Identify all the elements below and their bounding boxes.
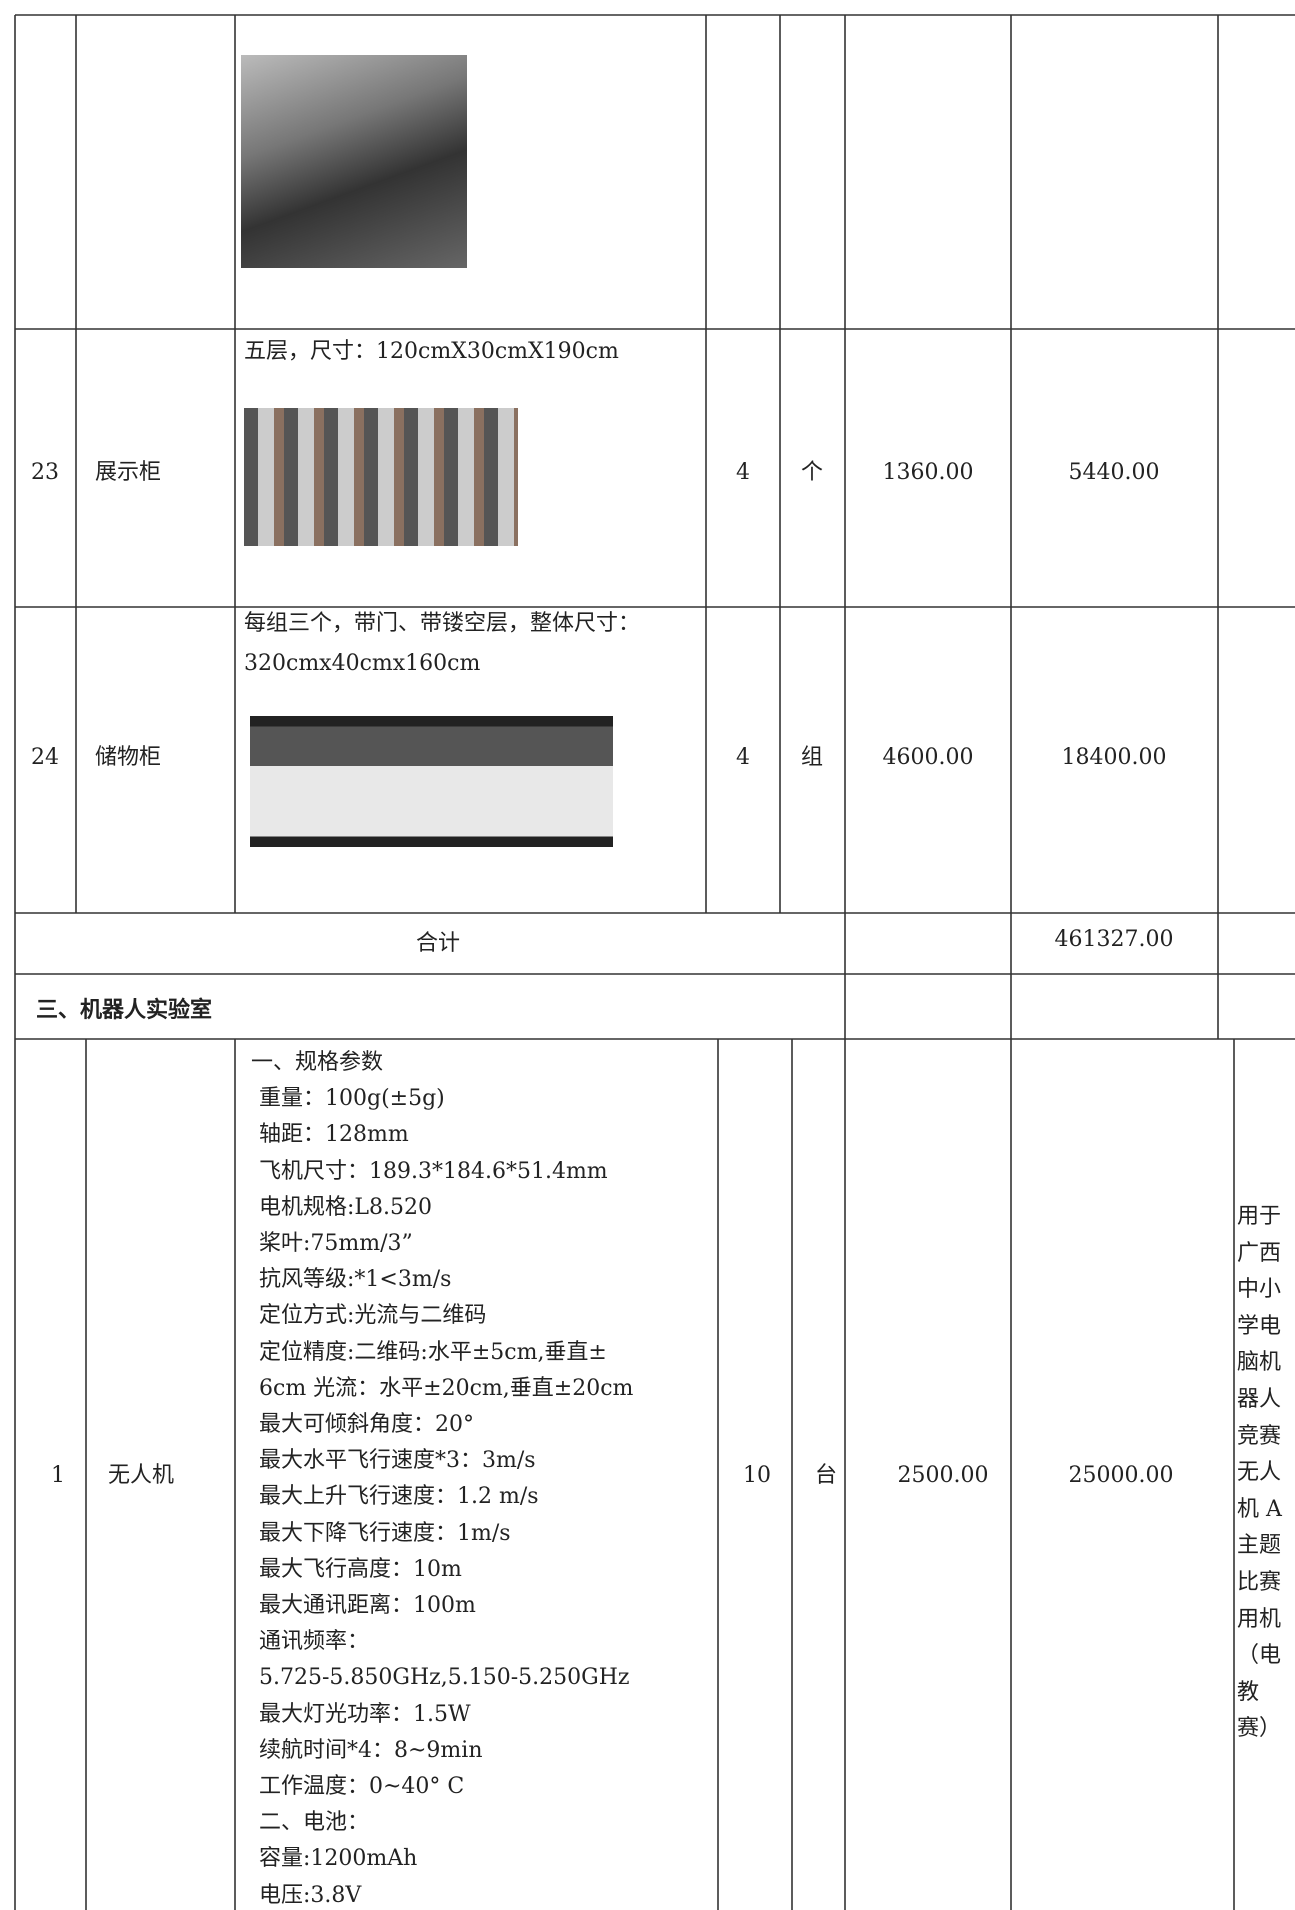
section-heading: 三、机器人实验室 [36, 998, 213, 1023]
note-line: 脑机 [1237, 1350, 1282, 1376]
spec-line: 工作温度：0~40° C [259, 1774, 465, 1799]
spec-line: 桨叶:75mm/3” [259, 1231, 413, 1256]
note-line: 机 A [1237, 1496, 1282, 1522]
spec-line: 轴距：128mm [259, 1122, 409, 1148]
spec-line: 续航时间*4：8~9min [259, 1737, 483, 1763]
spec-line: 五层，尺寸：120cmX30cmX190cm [244, 339, 619, 364]
spec-line: 容量:1200mAh [259, 1846, 418, 1872]
spec-line: 最大上升飞行速度：1.2 m/s [259, 1484, 539, 1510]
desk-photo [241, 55, 467, 268]
quantity: 10 [743, 1463, 771, 1488]
spec-line: 定位精度:二维码:水平±5cm,垂直± [259, 1339, 607, 1365]
storage-cabinet-photo [250, 716, 613, 847]
note-line: 主题 [1237, 1533, 1282, 1559]
note-line: 比赛 [1237, 1570, 1282, 1595]
spec-line: 二、电池： [259, 1810, 370, 1836]
note-line: 中小 [1237, 1277, 1282, 1303]
quantity: 4 [736, 745, 750, 770]
spec-line: 最大灯光功率：1.5W [259, 1701, 471, 1727]
unit: 台 [814, 1463, 838, 1488]
spec-line: 定位方式:光流与二维码 [259, 1303, 487, 1329]
display-cabinet-photo [244, 408, 518, 546]
spec-line: 最大下降飞行速度：1m/s [259, 1520, 511, 1546]
spec-line: 抗风等级:*1<3m/s [259, 1267, 452, 1293]
note-line: 器人 [1237, 1387, 1282, 1412]
item-number: 1 [51, 1463, 65, 1488]
note-line: 学电 [1237, 1313, 1282, 1339]
unit: 组 [800, 745, 824, 770]
note-line: （电 [1237, 1643, 1282, 1669]
unit: 个 [800, 460, 824, 485]
item-number: 23 [31, 460, 59, 485]
note-line: 教 [1237, 1679, 1260, 1705]
spec-line: 电机规格:L8.520 [259, 1194, 433, 1220]
unit-price: 2500.00 [897, 1463, 989, 1488]
item-name: 储物柜 [95, 745, 162, 770]
spec-line: 320cmx40cmx160cm [244, 651, 481, 676]
spec-line: 最大水平飞行速度*3：3m/s [259, 1448, 536, 1474]
spec-line: 通讯频率： [259, 1629, 370, 1655]
note-line: 广西 [1237, 1240, 1282, 1266]
subtotal-label: 合计 [415, 931, 461, 956]
spec-line: 重量：100g(±5g) [259, 1086, 445, 1112]
note-line: 用于 [1237, 1204, 1282, 1229]
line-total: 5440.00 [1068, 460, 1160, 485]
unit-price: 4600.00 [882, 745, 974, 770]
note-line: 无人 [1237, 1460, 1282, 1486]
spec-line: 最大飞行高度：10m [259, 1556, 462, 1582]
spec-line: 最大通讯距离：100m [259, 1593, 476, 1618]
spec-line: 6cm 光流：水平±20cm,垂直±20cm [259, 1375, 634, 1401]
subtotal-value: 461327.00 [1054, 927, 1174, 952]
spec-line: 5.725-5.850GHz,5.150-5.250GHz [259, 1665, 630, 1691]
spec-line: 最大可倾斜角度：20° [259, 1412, 474, 1437]
item-name: 展示柜 [95, 460, 162, 485]
item-name: 无人机 [108, 1463, 175, 1488]
spec-line: 每组三个，带门、带镂空层，整体尺寸： [244, 611, 641, 636]
note-line: 竞赛 [1237, 1423, 1282, 1449]
note-line: 用机 [1237, 1606, 1282, 1632]
line-total: 18400.00 [1061, 745, 1167, 770]
quantity: 4 [736, 460, 750, 485]
spec-line: 电压:3.8V [259, 1882, 362, 1908]
spec-line: 一、规格参数 [251, 1050, 384, 1075]
spec-line: 飞机尺寸：189.3*184.6*51.4mm [259, 1158, 608, 1184]
unit-price: 1360.00 [882, 460, 974, 485]
note-line: 赛） [1237, 1716, 1282, 1742]
line-total: 25000.00 [1068, 1463, 1174, 1488]
item-number: 24 [31, 745, 59, 770]
